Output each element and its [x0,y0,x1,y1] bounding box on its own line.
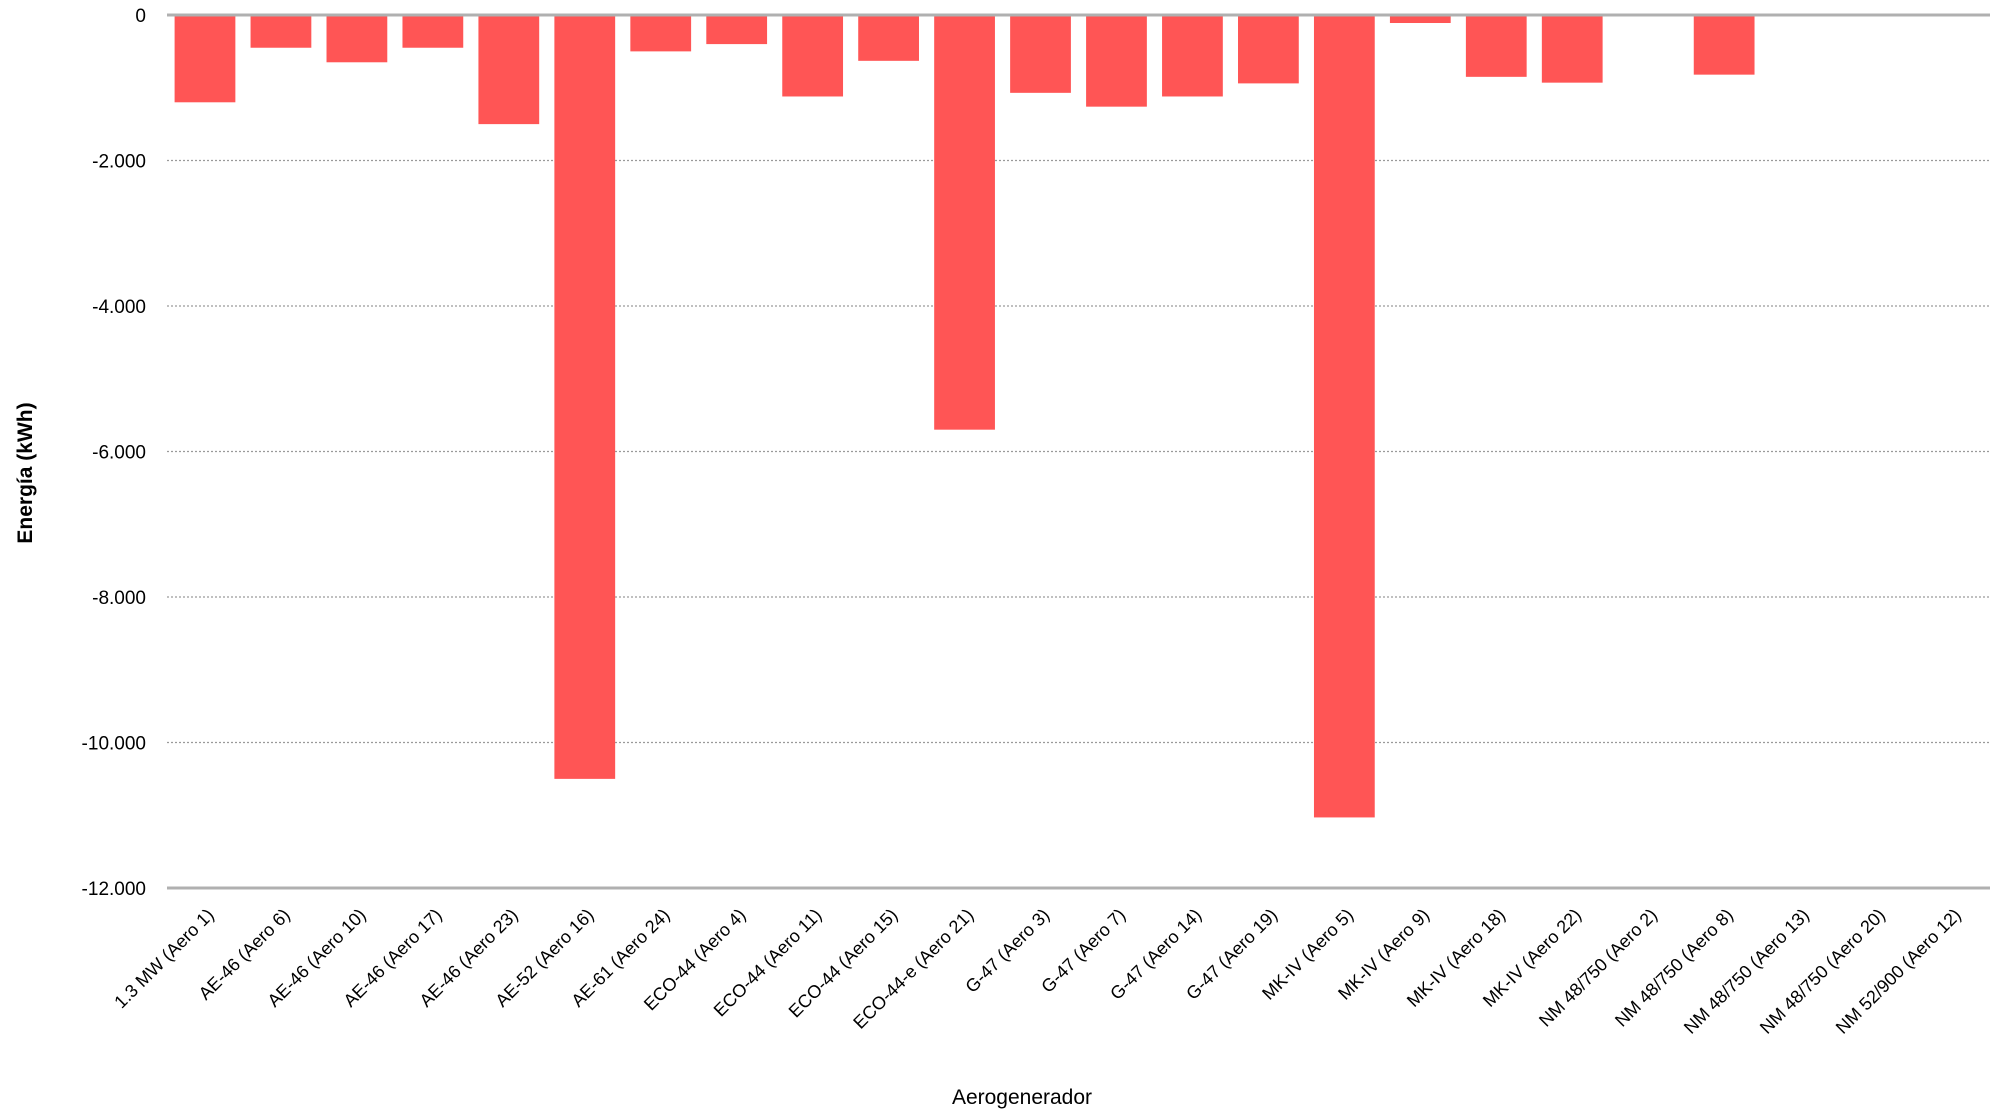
bar [1541,15,1603,83]
y-tick-label: -8.000 [92,588,146,609]
x-tick-label: NM 52/900 (Aero 12) [1832,905,1965,1038]
bar [1465,15,1527,77]
x-tick-label: NM 48/750 (Aero 13) [1680,905,1813,1038]
x-tick-labels: 1.3 MW (Aero 1)AE-46 (Aero 6)AE-46 (Aero… [110,905,1965,1038]
bar [934,15,995,430]
bar [1162,15,1223,97]
bars [174,15,1907,818]
bar [1238,15,1299,84]
axes [167,13,1990,890]
bar [1010,15,1071,93]
y-tick-label: -6.000 [92,443,146,464]
y-tick-label: -2.000 [92,152,146,173]
bar [1313,15,1375,818]
bar [174,15,236,103]
y-tick-label: -12.000 [82,879,146,900]
y-tick-label: -4.000 [92,297,146,318]
y-axis-title: Energía (kWh) [14,402,37,543]
y-tick-label: 0 [135,6,146,27]
bar [1389,15,1451,24]
bar [326,15,388,63]
y-tick-labels: 0 -2.000 -4.000 -6.000 -8.000 -10.000 -12.000 [82,6,146,900]
bar [402,15,464,48]
bar [1693,15,1755,75]
bar [630,15,692,52]
bar [250,15,312,48]
bar [706,15,768,45]
bar [1086,15,1147,107]
gridlines [167,159,1990,744]
x-tick-label: NM 48/750 (Aero 20) [1756,905,1889,1038]
bar [478,15,540,125]
y-tick-label: -10.000 [82,734,146,755]
bar [782,15,844,97]
x-axis-title: Aerogenerador [952,1086,1092,1109]
bar [858,15,919,61]
bar [554,15,616,779]
